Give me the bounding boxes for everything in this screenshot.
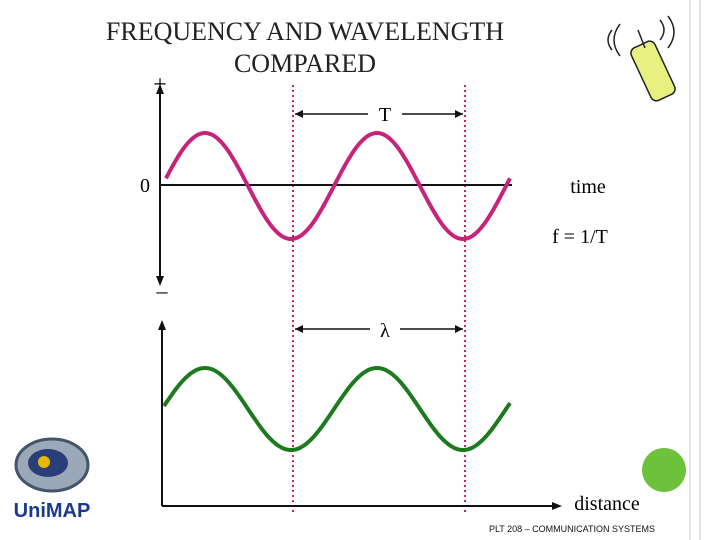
plus-label: + <box>153 72 167 98</box>
wavelength-label: λ <box>380 320 390 342</box>
footer: PLT 208 – COMMUNICATION SYSTEMS <box>489 524 655 534</box>
logo-text: UniMAP <box>14 500 91 522</box>
distance-wave <box>162 366 512 452</box>
distance-axes <box>161 326 556 507</box>
logo: UniMAP <box>14 437 91 522</box>
period-label: T <box>379 104 391 126</box>
time-label: time <box>570 176 606 198</box>
formula: f = 1/T <box>552 226 608 248</box>
minus-label: – <box>156 278 169 303</box>
time-wave <box>164 131 512 241</box>
title: FREQUENCY AND WAVELENGTH <box>106 17 504 46</box>
decor-circle <box>642 448 686 492</box>
title: COMPARED <box>234 49 376 78</box>
phone-icon <box>607 15 676 102</box>
distance-label: distance <box>574 493 640 515</box>
zero-label: 0 <box>140 175 150 197</box>
